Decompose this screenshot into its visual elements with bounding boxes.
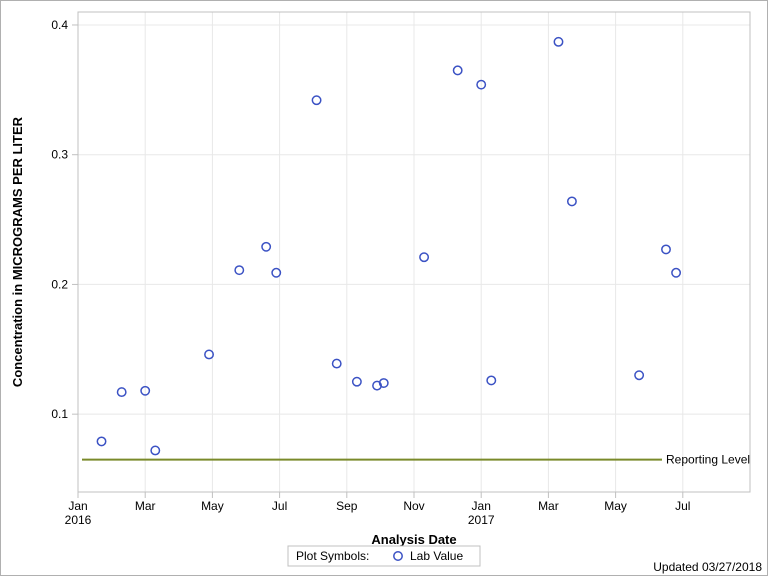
chart-container: 0.10.20.30.4Jan2016MarMayJulSepNovJan201… — [0, 0, 768, 576]
data-point — [151, 446, 159, 454]
xtick-label: Sep — [336, 499, 358, 513]
xtick-label: May — [201, 499, 224, 513]
xtick-label: Nov — [403, 499, 424, 513]
legend-item-label: Lab Value — [410, 549, 463, 563]
footer-updated: Updated 03/27/2018 — [653, 560, 762, 574]
data-point — [262, 243, 270, 251]
xtick-label: Jul — [675, 499, 690, 513]
xtick-sublabel: 2017 — [468, 513, 495, 527]
ytick-label: 0.1 — [51, 407, 68, 421]
data-point — [333, 359, 341, 367]
data-point — [235, 266, 243, 274]
data-point — [97, 437, 105, 445]
y-axis-label: Concentration in MICROGRAMS PER LITER — [10, 116, 25, 387]
data-point — [672, 269, 680, 277]
xtick-label: Jul — [272, 499, 287, 513]
outer-border — [1, 1, 768, 576]
data-point — [554, 38, 562, 46]
data-point — [635, 371, 643, 379]
data-point — [117, 388, 125, 396]
xtick-label: May — [604, 499, 627, 513]
data-point — [420, 253, 428, 261]
legend-title: Plot Symbols: — [296, 549, 369, 563]
ytick-label: 0.3 — [51, 148, 68, 162]
xtick-label: Jan — [68, 499, 87, 513]
data-point — [353, 378, 361, 386]
scatter-chart: 0.10.20.30.4Jan2016MarMayJulSepNovJan201… — [0, 0, 768, 576]
legend-marker-icon — [394, 552, 402, 560]
data-point — [312, 96, 320, 104]
xtick-label: Mar — [135, 499, 156, 513]
ytick-label: 0.4 — [51, 18, 68, 32]
xtick-sublabel: 2016 — [65, 513, 92, 527]
xtick-label: Mar — [538, 499, 559, 513]
data-point — [453, 66, 461, 74]
data-point — [487, 376, 495, 384]
data-point — [568, 197, 576, 205]
x-axis-label: Analysis Date — [371, 532, 456, 547]
reporting-level-label: Reporting Level — [666, 453, 750, 467]
ytick-label: 0.2 — [51, 277, 68, 291]
data-point — [662, 245, 670, 253]
xtick-label: Jan — [472, 499, 491, 513]
